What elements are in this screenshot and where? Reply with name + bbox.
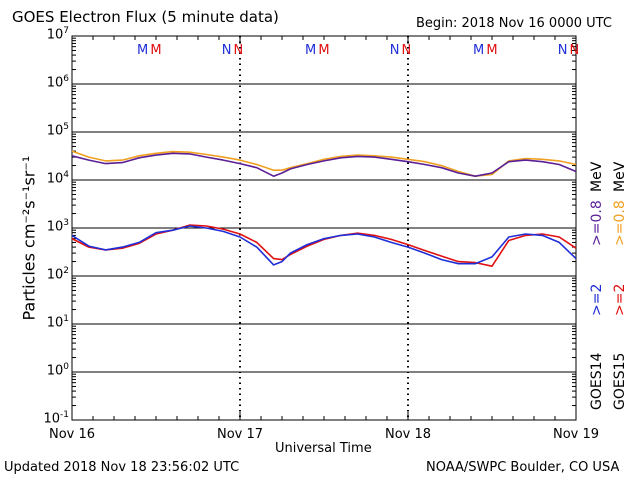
- x-tick-label: Nov 17: [216, 427, 264, 442]
- y-tick-label: 106: [46, 73, 69, 91]
- marker-n-goes14: N: [390, 43, 400, 58]
- marker-n-goes15: N: [233, 43, 243, 58]
- updated-timestamp: Updated 2018 Nov 18 23:56:02 UTC: [4, 460, 240, 475]
- y-tick-label: 101: [46, 313, 69, 331]
- y-tick-label: 105: [46, 121, 69, 139]
- y-tick-label: 100: [46, 361, 69, 379]
- marker-m-goes15: M: [486, 43, 497, 58]
- marker-n-goes15: N: [401, 43, 411, 58]
- mev-unit-b: MeV: [612, 161, 628, 192]
- goes15-08mev-label: >=0.8: [612, 200, 628, 246]
- series-goes15-2mev: [71, 224, 577, 268]
- begin-time: Begin: 2018 Nov 16 0000 UTC: [416, 16, 612, 31]
- marker-m-goes14: M: [473, 43, 484, 58]
- marker-n-goes14: N: [222, 43, 232, 58]
- goes15-label: GOES15: [612, 352, 628, 410]
- goes15-2mev-label: >=2: [612, 283, 628, 316]
- y-tick-label: 107: [46, 25, 69, 43]
- credit-text: NOAA/SWPC Boulder, CO USA: [426, 460, 620, 475]
- x-tick-label: Nov 18: [384, 427, 432, 442]
- marker-m-goes14: M: [305, 43, 316, 58]
- x-tick-label: Nov 19: [552, 427, 600, 442]
- mev-unit-a: MeV: [589, 161, 605, 192]
- chart-title: GOES Electron Flux (5 minute data): [12, 8, 279, 26]
- goes14-08mev-label: >=0.8: [589, 200, 605, 246]
- series-goes14-08mev: [71, 152, 577, 177]
- y-tick-label: 104: [46, 169, 69, 187]
- marker-n-goes15: N: [569, 43, 579, 58]
- y-axis-label: Particles cm⁻²s⁻¹sr⁻¹: [19, 155, 39, 321]
- marker-n-goes14: N: [558, 43, 568, 58]
- goes14-2mev-label: >=2: [589, 283, 605, 316]
- goes14-label: GOES14: [589, 352, 605, 410]
- y-tick-label: 102: [46, 265, 69, 283]
- marker-m-goes14: M: [137, 43, 148, 58]
- y-tick-label: 103: [46, 217, 69, 235]
- series-goes14-2mev: [71, 225, 577, 266]
- marker-m-goes15: M: [150, 43, 161, 58]
- marker-m-goes15: M: [318, 43, 329, 58]
- y-tick-label: 10-1: [43, 409, 69, 427]
- series-goes15-08mev: [71, 150, 577, 177]
- x-axis-label: Universal Time: [275, 441, 372, 456]
- x-tick-label: Nov 16: [48, 427, 96, 442]
